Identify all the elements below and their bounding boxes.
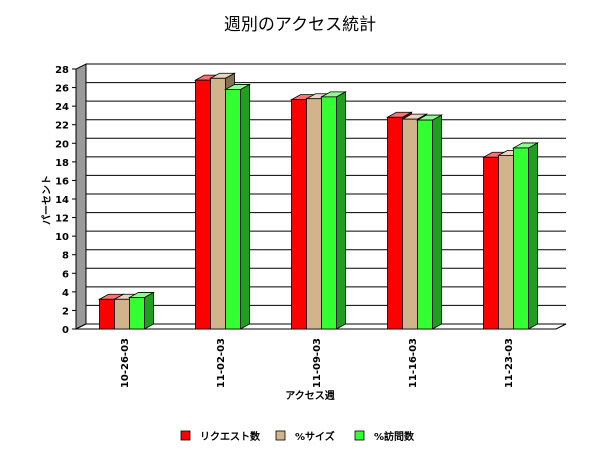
x-tick-label: 11-16-03 [408,338,419,388]
bars [97,72,540,330]
y-tick-label: 26 [55,84,69,95]
legend-item: %訪問数 [354,430,415,443]
legend-label: %訪問数 [374,430,415,443]
bar [127,291,156,330]
bar [415,114,444,330]
legend-swatch [180,430,191,441]
y-tick-label: 4 [62,288,69,299]
y-tick-label: 24 [55,102,69,113]
legend-item: リクエスト数 [180,430,261,443]
y-tick-label: 28 [55,65,69,76]
y-tick-label: 2 [62,306,69,317]
x-tick-label: 10-26-03 [120,338,131,388]
x-tick-label: 11-09-03 [312,338,323,388]
y-tick-label: 16 [55,176,69,187]
legend-label: リクエスト数 [200,430,261,443]
bar [223,83,252,330]
x-axis-label: アクセス週 [285,390,335,402]
x-tick-label: 11-02-03 [216,338,227,388]
y-tick-label: 8 [62,251,69,262]
y-tick-label: 18 [55,158,69,169]
bar [319,91,348,330]
y-tick-label: 22 [55,121,69,132]
legend-swatch [354,430,365,441]
bar [511,142,540,330]
left-wall [75,63,87,330]
y-axis-label: パーセント [41,175,53,225]
x-axis-ticks: 10-26-03 11-02-03 11-09-03 11-16-03 11-23-03 [120,338,515,388]
y-tick-label: 6 [62,269,69,280]
legend: リクエスト数 %サイズ %訪問数 [180,430,415,443]
x-tick-label: 11-23-03 [504,338,515,388]
y-tick-label: 0 [62,325,69,336]
y-tick-label: 12 [55,214,69,225]
legend-swatch [275,430,286,441]
legend-label: %サイズ [295,430,335,443]
y-tick-label: 20 [55,139,69,150]
legend-item: %サイズ [275,430,335,443]
y-tick-label: 10 [55,232,69,243]
chart-title: 週別のアクセス統計 [224,15,376,35]
y-tick-label: 14 [55,195,69,206]
